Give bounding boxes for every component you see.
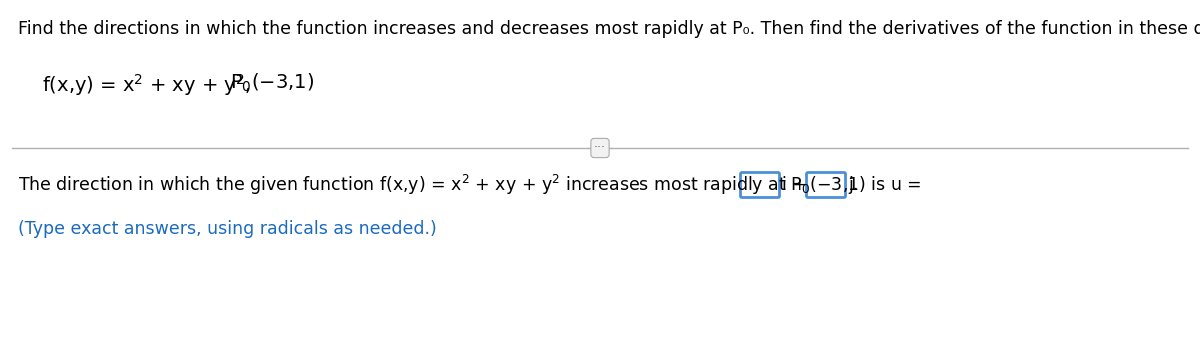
Text: P$_{\mathregular{0}}$($-$3,1): P$_{\mathregular{0}}$($-$3,1) xyxy=(230,72,314,94)
Text: (Type exact answers, using radicals as needed.): (Type exact answers, using radicals as n… xyxy=(18,220,437,238)
Text: i +: i + xyxy=(782,176,808,194)
Text: j.: j. xyxy=(848,176,858,194)
FancyBboxPatch shape xyxy=(740,173,780,197)
FancyBboxPatch shape xyxy=(806,173,846,197)
Text: f(x,y) = x$^{\mathregular{2}}$ + xy + y$^{\mathregular{2}}$,: f(x,y) = x$^{\mathregular{2}}$ + xy + y$… xyxy=(42,72,251,98)
Text: Find the directions in which the function increases and decreases most rapidly a: Find the directions in which the functio… xyxy=(18,20,1200,38)
Text: ···: ··· xyxy=(594,142,606,154)
Text: The direction in which the given function f(x,y) = x$^{\mathregular{2}}$ + xy + : The direction in which the given functio… xyxy=(18,173,924,197)
